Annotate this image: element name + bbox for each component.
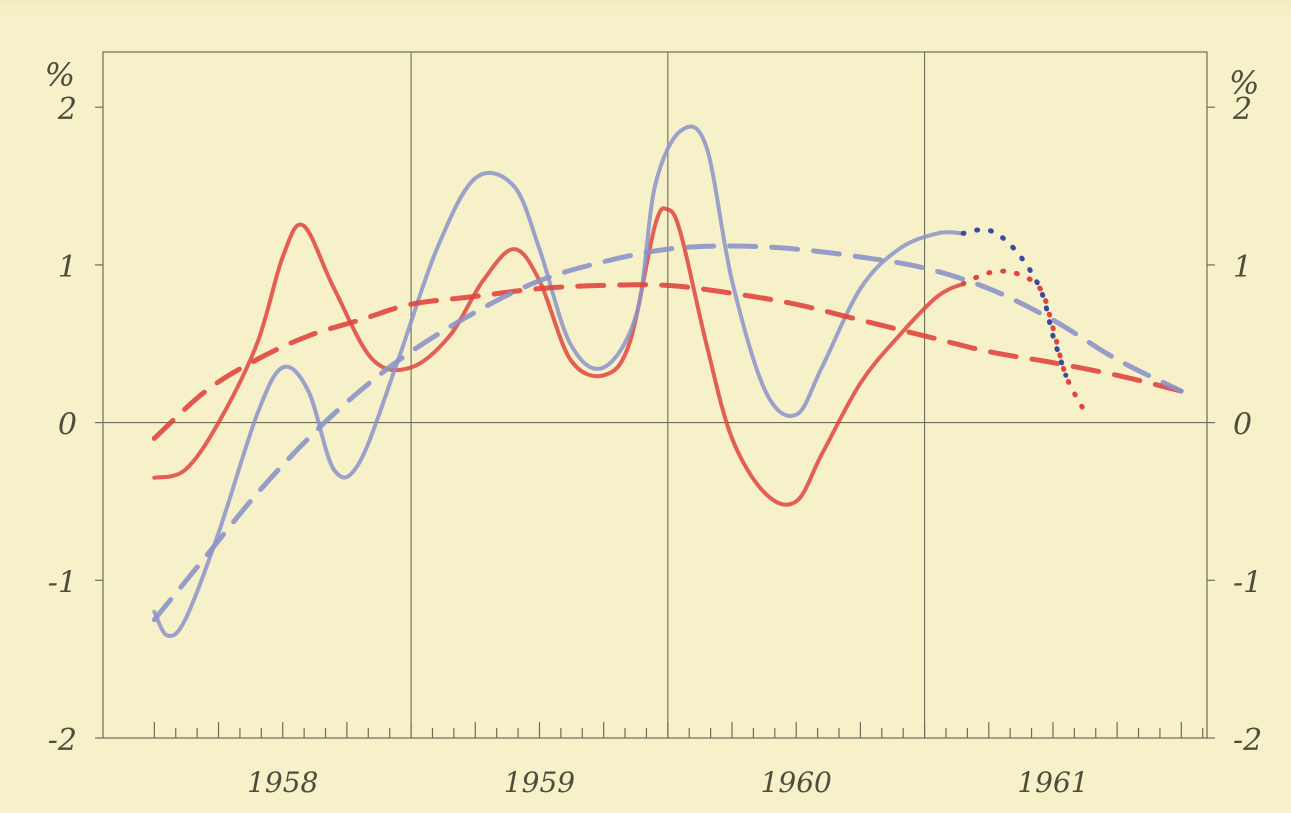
plot-border (102, 51, 1208, 739)
series-line-dashed-red (151, 282, 1184, 441)
series-line-solid-red (152, 206, 966, 507)
page-header-strip (0, 0, 1291, 14)
right-tick-label: -2 (1233, 723, 1262, 758)
chart-frame (95, 51, 1215, 739)
right-tick-label: 1 (1233, 250, 1252, 285)
right-tick-label: 2 (1232, 92, 1252, 127)
right-unit-label: % (1229, 64, 1259, 102)
chart-series (151, 124, 1184, 638)
left-tick-label: 2 (57, 92, 77, 127)
chart-labels: 2 2 1 1 0 0 -1 -1 -2 -2% % 1958 1959 1960 1961 (45, 56, 1263, 799)
right-tick-label: -1 (1233, 565, 1262, 600)
year-label: 1959 (504, 766, 575, 799)
left-tick-label: 1 (58, 250, 77, 285)
year-label: 1960 (761, 766, 832, 799)
year-label: 1958 (247, 766, 318, 799)
right-tick-label: 0 (1233, 408, 1252, 443)
series-line-solid-blue (152, 124, 966, 638)
left-tick-label: -2 (48, 723, 77, 758)
left-tick-label: 0 (58, 408, 77, 443)
left-tick-label: -1 (48, 565, 77, 600)
year-label: 1961 (1017, 766, 1088, 799)
series-line-dashed-blue (151, 243, 1184, 623)
left-unit-label: % (45, 56, 75, 94)
series-line-dotted-red (960, 268, 1087, 413)
